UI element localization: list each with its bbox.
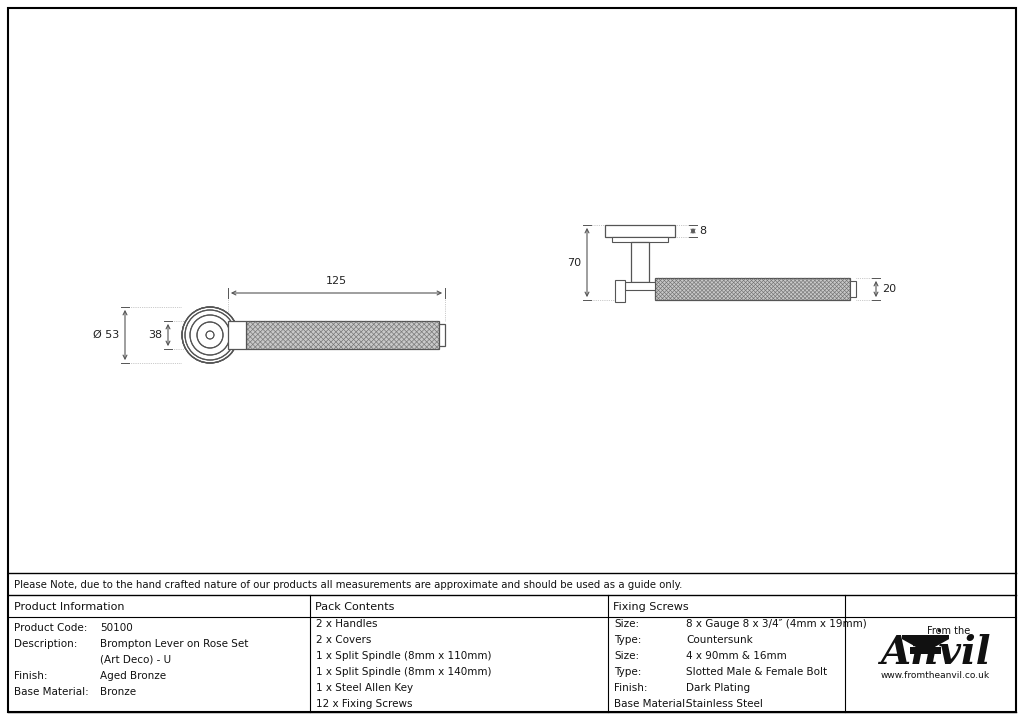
Text: 2 x Covers: 2 x Covers — [316, 635, 372, 645]
Bar — [228, 321, 246, 349]
Text: 20: 20 — [882, 284, 896, 294]
Text: 1 x Split Spindle (8mm x 140mm): 1 x Split Spindle (8mm x 140mm) — [316, 667, 492, 677]
Text: Fixing Screws: Fixing Screws — [613, 602, 688, 612]
Polygon shape — [902, 639, 949, 647]
Text: Type:: Type: — [614, 635, 641, 645]
Bar — [902, 635, 949, 639]
Bar — [910, 647, 941, 654]
Bar — [439, 324, 445, 346]
Text: Countersunk: Countersunk — [686, 635, 753, 645]
Text: Product Code:: Product Code: — [14, 623, 87, 633]
Ellipse shape — [182, 307, 238, 363]
Text: (Art Deco) - U: (Art Deco) - U — [100, 655, 171, 665]
Text: Finish:: Finish: — [14, 671, 47, 681]
Text: Brompton Lever on Rose Set: Brompton Lever on Rose Set — [100, 639, 249, 649]
Text: 70: 70 — [567, 258, 581, 268]
Text: 2 x Handles: 2 x Handles — [316, 619, 378, 629]
Text: 1 x Steel Allen Key: 1 x Steel Allen Key — [316, 683, 413, 693]
Text: From the: From the — [927, 626, 970, 636]
Text: 1 x Split Spindle (8mm x 110mm): 1 x Split Spindle (8mm x 110mm) — [316, 651, 492, 661]
Text: Dark Plating: Dark Plating — [686, 683, 751, 693]
Text: Bronze: Bronze — [100, 687, 136, 697]
Text: Stainless Steel: Stainless Steel — [686, 699, 763, 709]
Bar — [631, 242, 649, 282]
Bar — [625, 282, 655, 290]
Bar — [615, 280, 625, 302]
Text: Product Information: Product Information — [14, 602, 125, 612]
Text: Base Material:: Base Material: — [614, 699, 689, 709]
Text: 125: 125 — [326, 276, 347, 286]
Text: Aged Bronze: Aged Bronze — [100, 671, 166, 681]
Text: www.fromtheanvil.co.uk: www.fromtheanvil.co.uk — [881, 671, 990, 680]
Bar — [612, 237, 668, 242]
Text: 8: 8 — [699, 226, 707, 236]
Text: Finish:: Finish: — [614, 683, 647, 693]
Text: Type:: Type: — [614, 667, 641, 677]
Bar — [246, 321, 439, 349]
Text: Size:: Size: — [614, 619, 639, 629]
Text: 50100: 50100 — [100, 623, 133, 633]
Text: •: • — [935, 626, 942, 636]
Bar — [605, 225, 675, 237]
Text: Description:: Description: — [14, 639, 78, 649]
Text: Pack Contents: Pack Contents — [315, 602, 394, 612]
Text: Slotted Male & Female Bolt: Slotted Male & Female Bolt — [686, 667, 827, 677]
Text: Size:: Size: — [614, 651, 639, 661]
Bar — [850, 281, 856, 297]
Text: Anvil: Anvil — [881, 634, 991, 672]
Bar — [655, 278, 850, 300]
Text: Ø 53: Ø 53 — [93, 330, 119, 340]
Text: 8 x Gauge 8 x 3/4″ (4mm x 19mm): 8 x Gauge 8 x 3/4″ (4mm x 19mm) — [686, 619, 866, 629]
Text: 12 x Fixing Screws: 12 x Fixing Screws — [316, 699, 413, 709]
Text: 4 x 90mm & 16mm: 4 x 90mm & 16mm — [686, 651, 786, 661]
Text: Base Material:: Base Material: — [14, 687, 89, 697]
Text: Please Note, due to the hand crafted nature of our products all measurements are: Please Note, due to the hand crafted nat… — [14, 580, 682, 590]
Text: 38: 38 — [147, 330, 162, 340]
